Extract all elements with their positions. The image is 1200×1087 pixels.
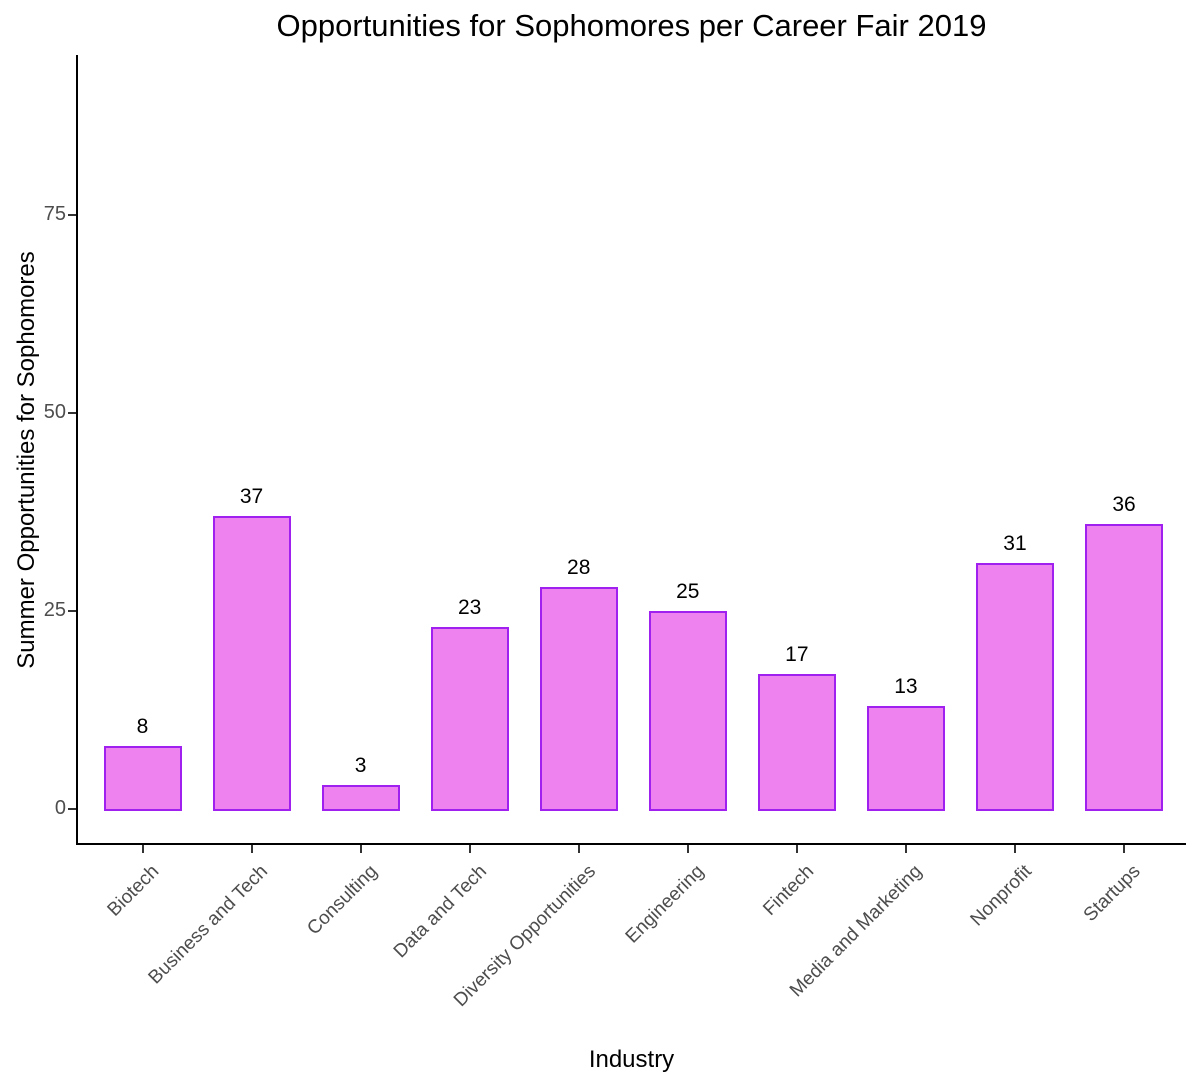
- y-tick: [68, 610, 76, 612]
- x-tick: [795, 845, 798, 853]
- x-tick: [359, 845, 362, 853]
- bar-diversity-opportunities: [539, 587, 618, 811]
- x-tick-label: Biotech: [103, 861, 164, 921]
- x-tick-label: Consulting: [303, 861, 382, 940]
- x-tick: [468, 845, 471, 853]
- bar-value-label: 36: [1112, 492, 1136, 516]
- bar-data-and-tech: [430, 626, 509, 811]
- x-tick: [141, 845, 144, 853]
- bar-value-label: 37: [239, 484, 264, 508]
- x-tick: [904, 845, 907, 853]
- bar-engineering: [648, 611, 727, 811]
- y-axis-line: [76, 55, 78, 845]
- y-tick-label: 25: [43, 599, 66, 621]
- bar-business-and-tech: [212, 515, 291, 811]
- bar-value-label: 31: [1003, 532, 1027, 556]
- chart-title: Opportunities for Sophomores per Career …: [276, 8, 987, 43]
- x-tick: [250, 845, 253, 853]
- x-tick: [1013, 845, 1016, 853]
- x-tick-label: Startups: [1080, 861, 1145, 926]
- x-axis-title: Industry: [588, 1046, 675, 1073]
- y-tick: [68, 808, 76, 810]
- bar-consulting: [321, 785, 400, 811]
- y-tick: [68, 412, 76, 414]
- bar-value-label: 8: [136, 714, 149, 738]
- x-tick: [686, 845, 689, 853]
- bar-value-label: 23: [457, 595, 482, 619]
- x-tick: [577, 845, 580, 853]
- bar-fintech: [757, 674, 836, 811]
- y-tick-label: 75: [43, 203, 66, 225]
- x-tick-label: Fintech: [758, 861, 818, 920]
- bar-biotech: [103, 745, 182, 811]
- bar-value-label: 13: [894, 675, 918, 699]
- bar-startups: [1085, 523, 1164, 811]
- x-tick: [1123, 845, 1126, 853]
- y-tick-label: 50: [43, 401, 66, 423]
- bar-value-label: 25: [676, 580, 700, 603]
- x-tick-label: Engineering: [622, 861, 709, 948]
- x-tick-label: Data and Tech: [389, 861, 491, 963]
- bar-value-label: 28: [567, 556, 591, 580]
- bar-media-and-marketing: [866, 706, 945, 811]
- y-tick-label: 0: [54, 797, 66, 819]
- x-tick-label: Business and Tech: [145, 861, 273, 989]
- y-tick: [68, 214, 76, 216]
- bar-nonprofit: [975, 563, 1054, 811]
- bar-value-label: 3: [354, 754, 367, 778]
- bar-value-label: 17: [785, 643, 809, 667]
- x-axis-line: [76, 843, 1186, 845]
- x-tick-label: Nonprofit: [966, 861, 1036, 931]
